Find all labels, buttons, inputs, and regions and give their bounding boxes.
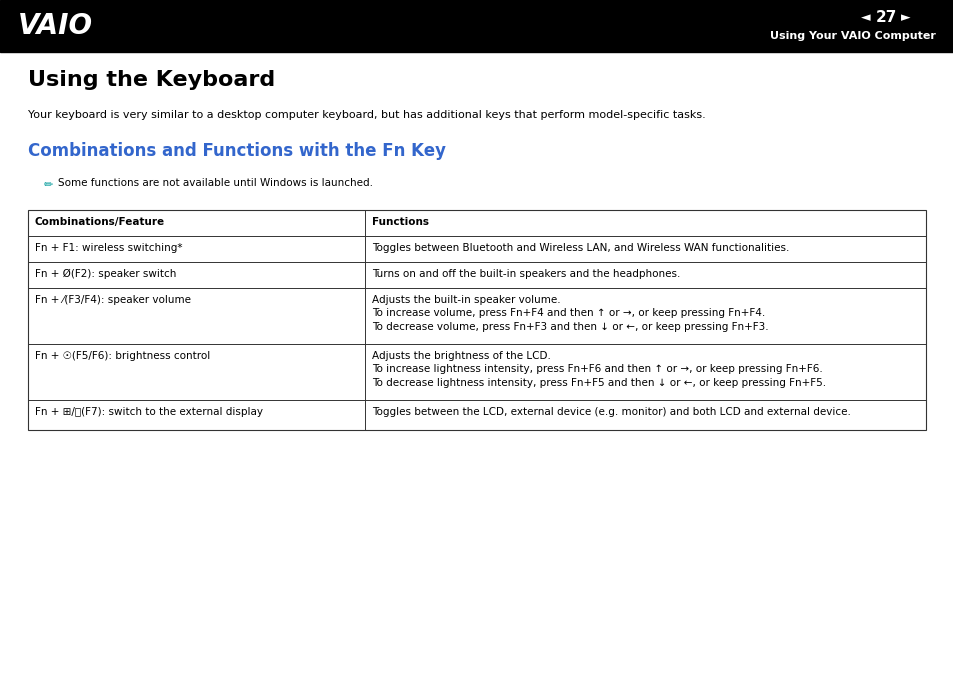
Text: To increase lightness intensity, press Fn+F6 and then ↑ or →, or keep pressing F: To increase lightness intensity, press F… (372, 365, 821, 375)
Text: Some functions are not available until Windows is launched.: Some functions are not available until W… (58, 178, 373, 188)
Text: Combinations/Feature: Combinations/Feature (35, 217, 165, 227)
Text: Toggles between the LCD, external device (e.g. monitor) and both LCD and externa: Toggles between the LCD, external device… (372, 407, 850, 417)
Text: Fn + ⊞/⮕(F7): switch to the external display: Fn + ⊞/⮕(F7): switch to the external dis… (35, 407, 263, 417)
Text: Fn + F1: wireless switching*: Fn + F1: wireless switching* (35, 243, 182, 253)
Text: Functions: Functions (372, 217, 428, 227)
Text: To decrease volume, press Fn+F3 and then ↓ or ←, or keep pressing Fn+F3.: To decrease volume, press Fn+F3 and then… (372, 322, 767, 332)
Text: Fn + ⁄(F3/F4): speaker volume: Fn + ⁄(F3/F4): speaker volume (35, 295, 191, 305)
Text: Your keyboard is very similar to a desktop computer keyboard, but has additional: Your keyboard is very similar to a deskt… (28, 110, 705, 120)
Text: Adjusts the brightness of the LCD.: Adjusts the brightness of the LCD. (372, 351, 550, 361)
Text: Fn + ☉(F5/F6): brightness control: Fn + ☉(F5/F6): brightness control (35, 351, 210, 361)
Text: 27: 27 (875, 11, 896, 26)
Text: To increase volume, press Fn+F4 and then ↑ or →, or keep pressing Fn+F4.: To increase volume, press Fn+F4 and then… (372, 309, 764, 319)
Text: ►: ► (901, 11, 910, 24)
Text: ✏: ✏ (44, 180, 53, 190)
Text: To decrease lightness intensity, press Fn+F5 and then ↓ or ←, or keep pressing F: To decrease lightness intensity, press F… (372, 378, 825, 388)
Text: Fn + Ø(F2): speaker switch: Fn + Ø(F2): speaker switch (35, 269, 176, 279)
Text: Turns on and off the built-in speakers and the headphones.: Turns on and off the built-in speakers a… (372, 269, 679, 279)
Text: Adjusts the built-in speaker volume.: Adjusts the built-in speaker volume. (372, 295, 559, 305)
Text: VAIO: VAIO (18, 12, 93, 40)
Text: Using the Keyboard: Using the Keyboard (28, 70, 275, 90)
Text: ◄: ◄ (861, 11, 870, 24)
Bar (0, 0, 953, 52)
Bar (28, 210, 925, 430)
Text: Combinations and Functions with the Fn Key: Combinations and Functions with the Fn K… (28, 142, 446, 160)
Text: Toggles between Bluetooth and Wireless LAN, and Wireless WAN functionalities.: Toggles between Bluetooth and Wireless L… (372, 243, 788, 253)
Text: Using Your VAIO Computer: Using Your VAIO Computer (769, 31, 935, 41)
